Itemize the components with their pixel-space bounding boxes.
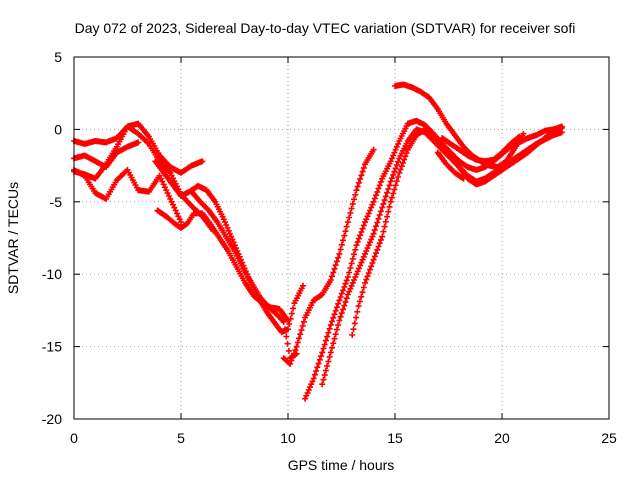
y-tick-label: 5 — [54, 49, 62, 65]
series-13-markers — [439, 133, 523, 165]
y-tick-label: 0 — [54, 121, 62, 137]
series-10-points — [319, 126, 565, 388]
x-tick-label: 0 — [70, 430, 78, 446]
series-8-markers — [280, 146, 377, 367]
y-tick-label: -20 — [42, 411, 62, 427]
plot-frame — [73, 56, 610, 420]
series-8-points — [280, 146, 377, 367]
axis-ticks: 0 5 10 15 20 25 -20 -15 -10 -5 0 5 — [42, 49, 617, 446]
series-7-markers — [188, 188, 300, 362]
series-14-points — [434, 149, 467, 182]
series-13-points — [439, 133, 523, 165]
x-tick-label: 5 — [177, 430, 185, 446]
series-9-points — [302, 117, 565, 402]
series-11-markers — [349, 125, 565, 338]
series-7-points — [188, 188, 300, 362]
x-tick-label: 20 — [494, 430, 510, 446]
x-axis-label: GPS time / hours — [288, 457, 395, 473]
series-9-markers — [302, 117, 565, 402]
x-tick-label: 15 — [387, 430, 403, 446]
y-axis-label: SDTVAR / TECUs — [5, 182, 21, 294]
series-11-points — [349, 125, 565, 338]
data-marks — [71, 81, 565, 402]
series-12-markers — [392, 81, 527, 170]
y-tick-label: -10 — [42, 266, 62, 282]
series-14-markers — [434, 149, 467, 182]
chart-title: Day 072 of 2023, Sidereal Day-to-day VTE… — [75, 20, 576, 36]
y-tick-label: -5 — [50, 194, 63, 210]
series-10-markers — [319, 126, 565, 388]
series-12-points — [392, 81, 527, 170]
x-tick-label: 10 — [280, 430, 296, 446]
x-tick-label: 25 — [601, 430, 617, 446]
grid-lines — [74, 57, 609, 419]
y-tick-label: -15 — [42, 339, 62, 355]
